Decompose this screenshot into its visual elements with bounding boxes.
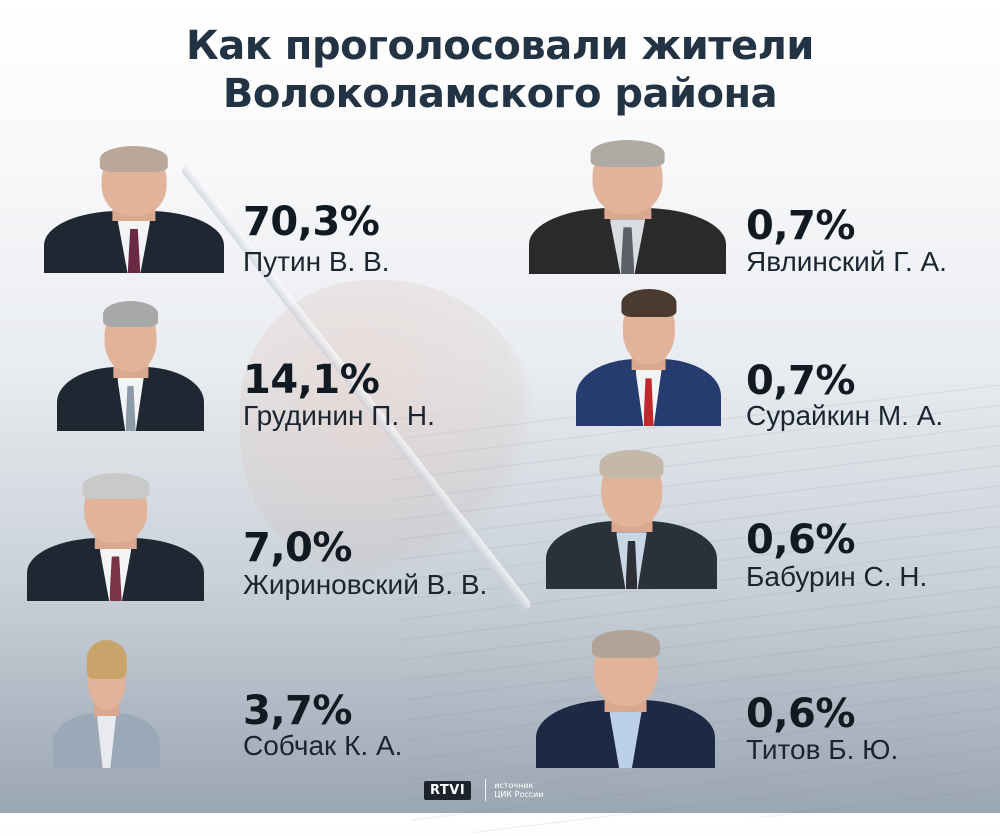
footer: RTVI источник ЦИК России <box>424 779 544 801</box>
candidate-name: Сурайкин М. А. <box>746 400 944 431</box>
candidate-name: Явлинский Г. А. <box>746 246 947 277</box>
candidate-percent: 0,6% <box>746 517 855 563</box>
candidate-name: Путин В. В. <box>243 246 390 277</box>
candidate-percent: 3,7% <box>243 688 352 734</box>
candidate-percent: 14,1% <box>243 357 380 403</box>
candidate-percent: 7,0% <box>243 525 352 571</box>
source-line-1: источник <box>494 781 534 790</box>
portrait-baburin <box>546 447 717 589</box>
portrait-putin <box>44 143 224 273</box>
footer-divider <box>485 779 487 801</box>
candidate-percent: 70,3% <box>243 199 380 245</box>
source-text: источник ЦИК России <box>494 781 543 799</box>
portrait-zhirinovsky <box>27 470 204 601</box>
title-line-1: Как проголосовали жители <box>186 23 814 69</box>
source-line-2: ЦИК России <box>494 790 544 799</box>
portrait-titov <box>536 627 715 768</box>
candidate-name: Титов Б. Ю. <box>746 734 899 765</box>
candidate-name: Бабурин С. Н. <box>746 561 928 592</box>
portrait-yavlinsky <box>529 137 726 274</box>
title-line-2: Волоколамского района <box>222 71 778 117</box>
candidate-percent: 0,7% <box>746 358 855 404</box>
candidate-name: Грудинин П. Н. <box>243 400 435 431</box>
candidate-percent: 0,7% <box>746 203 855 249</box>
portrait-suraykin <box>576 286 721 426</box>
portrait-grudinin <box>57 298 204 431</box>
candidate-name: Жириновский В. В. <box>243 569 488 600</box>
candidate-name: Собчак К. А. <box>243 730 403 761</box>
candidate-percent: 0,6% <box>746 691 855 737</box>
rtvi-logo: RTVI <box>424 780 472 800</box>
page-title: Как проголосовали жители Волоколамского … <box>0 22 1000 118</box>
portrait-sobchak <box>53 637 160 768</box>
